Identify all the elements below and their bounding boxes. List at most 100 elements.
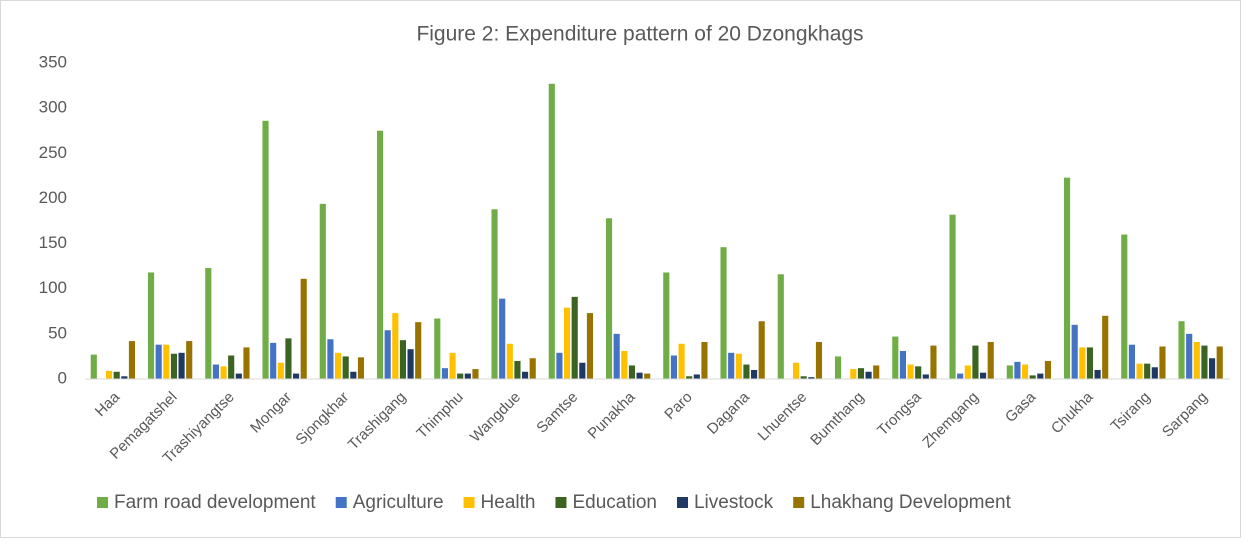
bar (636, 372, 643, 379)
legend-swatch (463, 497, 475, 508)
bar (1044, 360, 1052, 379)
bar (170, 353, 178, 379)
bar (384, 330, 391, 379)
bar (243, 347, 250, 379)
bar (563, 307, 571, 379)
bar (449, 352, 456, 379)
bar (1063, 177, 1071, 379)
bar (376, 130, 384, 379)
legend-swatch (97, 497, 108, 508)
bar (678, 343, 685, 379)
y-tick-label: 50 (48, 323, 67, 342)
legend-swatch (335, 497, 347, 508)
bar (663, 272, 670, 379)
bar (285, 338, 292, 379)
bar (556, 352, 563, 379)
bar (1029, 375, 1036, 379)
bar (357, 357, 365, 379)
bar (472, 369, 479, 379)
bar (915, 366, 922, 379)
bar (751, 369, 758, 379)
bar (514, 360, 521, 379)
bar (1071, 324, 1078, 379)
bar (434, 318, 441, 379)
legend-swatch (793, 497, 805, 508)
bar (1201, 345, 1208, 379)
legend-label: Health (481, 492, 536, 513)
bar (892, 336, 899, 379)
bar (499, 298, 506, 379)
bar (300, 278, 307, 379)
bar (758, 321, 765, 379)
legend-swatch (676, 497, 688, 508)
bar (850, 369, 857, 379)
bar (922, 374, 929, 379)
bar (907, 364, 914, 379)
bar (1144, 363, 1151, 379)
y-tick-label: 200 (39, 188, 67, 207)
bar (457, 373, 464, 379)
bar (792, 362, 800, 379)
bar (334, 352, 342, 379)
bar (1006, 365, 1013, 379)
bar (464, 373, 471, 379)
bar (1209, 358, 1216, 379)
y-tick-label: 250 (39, 143, 67, 162)
bar (579, 362, 586, 379)
legend-label: Livestock (694, 492, 774, 513)
bar (178, 352, 185, 379)
bar (873, 365, 880, 379)
bar (415, 322, 422, 379)
bar (701, 341, 708, 379)
bar (1079, 347, 1086, 379)
bar (186, 341, 193, 379)
legend-swatch (555, 497, 567, 508)
bar (957, 373, 964, 379)
bar (686, 376, 693, 379)
bar (815, 341, 823, 379)
bar (800, 376, 807, 379)
bar (808, 377, 815, 379)
bar (949, 214, 956, 379)
bar (1178, 321, 1185, 379)
bar (693, 374, 700, 379)
bar (834, 356, 842, 379)
bar (212, 364, 219, 379)
bar (105, 370, 113, 379)
bar (1136, 363, 1143, 379)
bar (529, 358, 536, 379)
bar (155, 344, 162, 379)
bar (1102, 315, 1109, 379)
bar (899, 351, 906, 379)
bar (342, 356, 349, 379)
bar (777, 274, 784, 379)
bar (399, 340, 407, 379)
bar (220, 366, 227, 379)
bar (506, 343, 513, 379)
bar (350, 371, 357, 379)
bar (571, 296, 578, 379)
bar (1121, 234, 1128, 379)
bar (980, 372, 987, 379)
bar (491, 209, 498, 379)
bar (90, 354, 97, 379)
bar (743, 364, 750, 379)
bar (1021, 364, 1029, 379)
bar (1151, 367, 1158, 379)
bar (228, 355, 235, 379)
bar (930, 345, 937, 379)
bar (441, 368, 448, 379)
bar (987, 341, 994, 379)
y-tick-label: 300 (39, 98, 67, 117)
bar (628, 365, 636, 379)
bar (621, 351, 628, 379)
bar (319, 203, 326, 379)
bar (1186, 333, 1193, 379)
bar (735, 353, 742, 379)
bar (605, 218, 613, 379)
bar (1193, 341, 1200, 379)
bar (670, 355, 677, 379)
bar (522, 371, 529, 379)
bar (235, 373, 242, 379)
